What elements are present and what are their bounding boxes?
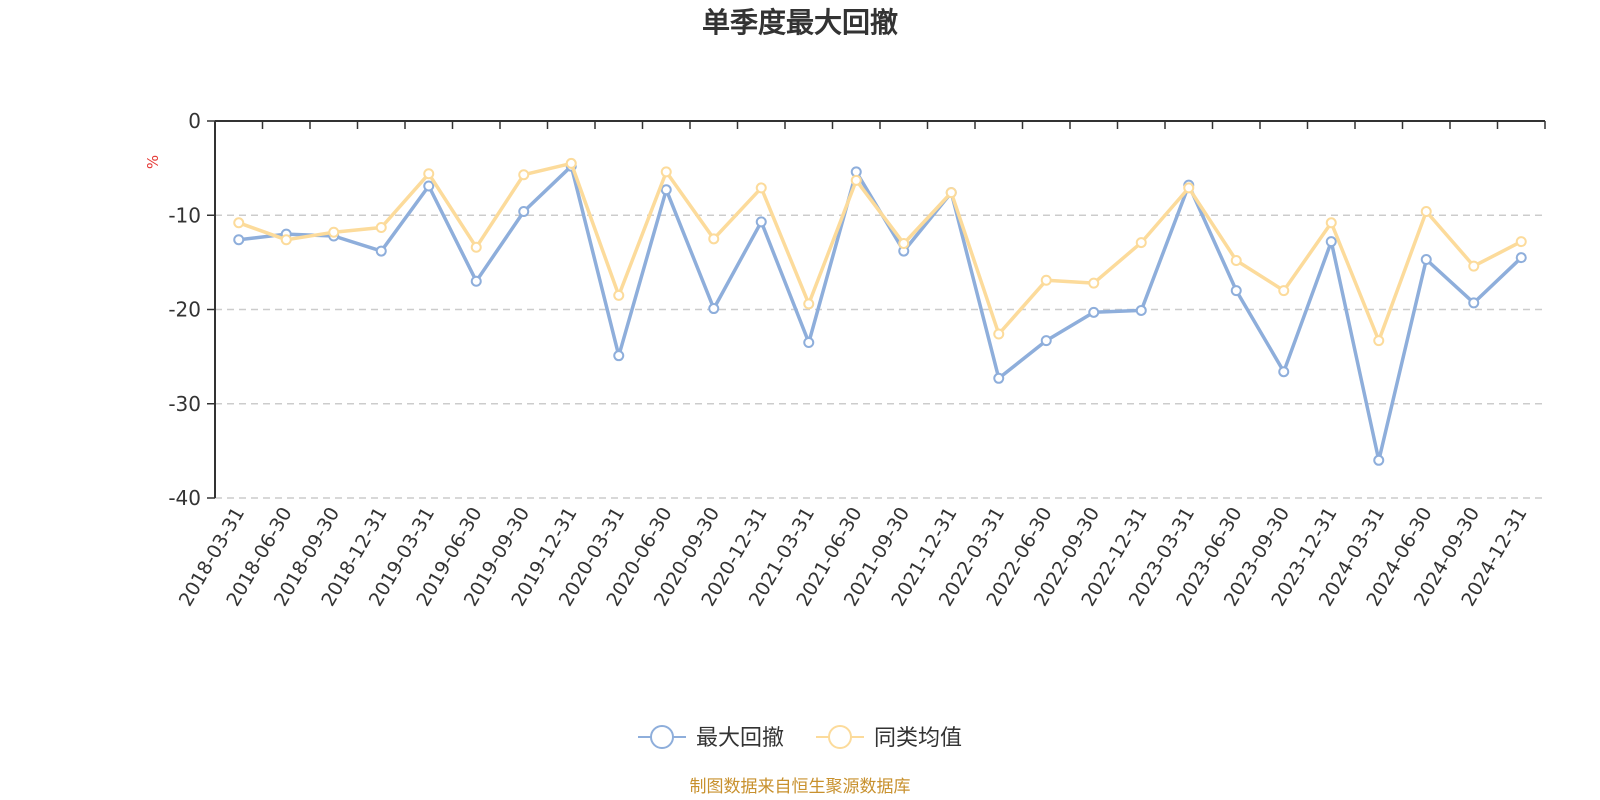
y-tick-label: 0 — [188, 109, 201, 133]
legend-item-2[interactable]: 同类均值 — [816, 725, 962, 751]
data-point[interactable] — [660, 166, 672, 178]
series-1 — [233, 160, 1527, 466]
data-point[interactable] — [1088, 277, 1100, 289]
data-point[interactable] — [470, 275, 482, 287]
data-point[interactable] — [1230, 254, 1242, 266]
data-point[interactable] — [1325, 217, 1337, 229]
data-point[interactable] — [1468, 260, 1480, 272]
chart-title: 单季度最大回撤 — [702, 6, 898, 39]
legend[interactable]: 最大回撤 同类均值 — [638, 725, 962, 751]
data-point[interactable] — [993, 328, 1005, 340]
legend-marker-icon — [650, 725, 674, 749]
data-point[interactable] — [518, 169, 530, 181]
data-point[interactable] — [1373, 335, 1385, 347]
series-lines — [233, 157, 1527, 466]
data-point[interactable] — [613, 350, 625, 362]
data-point[interactable] — [1040, 335, 1052, 347]
legend-item-1[interactable]: 最大回撤 — [638, 725, 784, 751]
data-point[interactable] — [233, 217, 245, 229]
data-point[interactable] — [755, 182, 767, 194]
data-point[interactable] — [565, 157, 577, 169]
y-axis-unit: % — [144, 155, 162, 169]
data-point[interactable] — [1183, 182, 1195, 194]
data-source-note: 制图数据来自恒生聚源数据库 — [690, 777, 911, 797]
y-tick-label: -40 — [168, 486, 201, 510]
x-axis-ticks: 2018-03-312018-06-302018-09-302018-12-31… — [175, 121, 1546, 610]
data-point[interactable] — [1040, 274, 1052, 286]
data-point[interactable] — [233, 234, 245, 246]
data-point[interactable] — [1325, 236, 1337, 248]
data-point[interactable] — [1420, 254, 1432, 266]
data-point[interactable] — [708, 233, 720, 245]
data-point[interactable] — [375, 245, 387, 257]
data-point[interactable] — [375, 222, 387, 234]
data-point[interactable] — [850, 174, 862, 186]
data-point[interactable] — [993, 372, 1005, 384]
data-point[interactable] — [660, 184, 672, 196]
y-axis-ticks: 0 -10 -20 -30 -40 — [168, 109, 215, 510]
data-point[interactable] — [280, 234, 292, 246]
data-point[interactable] — [423, 180, 435, 192]
data-point[interactable] — [1373, 454, 1385, 466]
data-point[interactable] — [1088, 306, 1100, 318]
series-line — [238, 161, 1523, 343]
data-point[interactable] — [1420, 205, 1432, 217]
y-tick-label: -30 — [168, 392, 201, 416]
data-point[interactable] — [898, 238, 910, 250]
series-2 — [233, 157, 1527, 347]
data-point[interactable] — [1468, 297, 1480, 309]
y-tick-label: -20 — [168, 298, 201, 322]
data-point[interactable] — [1278, 366, 1290, 378]
data-point[interactable] — [613, 289, 625, 301]
data-point[interactable] — [1230, 285, 1242, 297]
legend-label: 最大回撤 — [696, 726, 784, 751]
data-point[interactable] — [803, 298, 815, 310]
data-point[interactable] — [423, 168, 435, 180]
legend-label: 同类均值 — [874, 726, 962, 751]
data-point[interactable] — [1515, 252, 1527, 264]
y-tick-label: -10 — [168, 203, 201, 227]
data-point[interactable] — [1515, 236, 1527, 248]
data-point[interactable] — [755, 216, 767, 228]
data-point[interactable] — [1135, 304, 1147, 316]
legend-marker-icon — [828, 725, 852, 749]
data-point[interactable] — [1135, 237, 1147, 249]
data-point[interactable] — [803, 336, 815, 348]
grid-lines — [215, 214, 1545, 499]
data-point[interactable] — [518, 205, 530, 217]
data-point[interactable] — [470, 241, 482, 253]
data-point[interactable] — [328, 226, 340, 238]
data-point[interactable] — [1278, 285, 1290, 297]
data-point[interactable] — [708, 303, 720, 315]
data-point[interactable] — [945, 187, 957, 199]
